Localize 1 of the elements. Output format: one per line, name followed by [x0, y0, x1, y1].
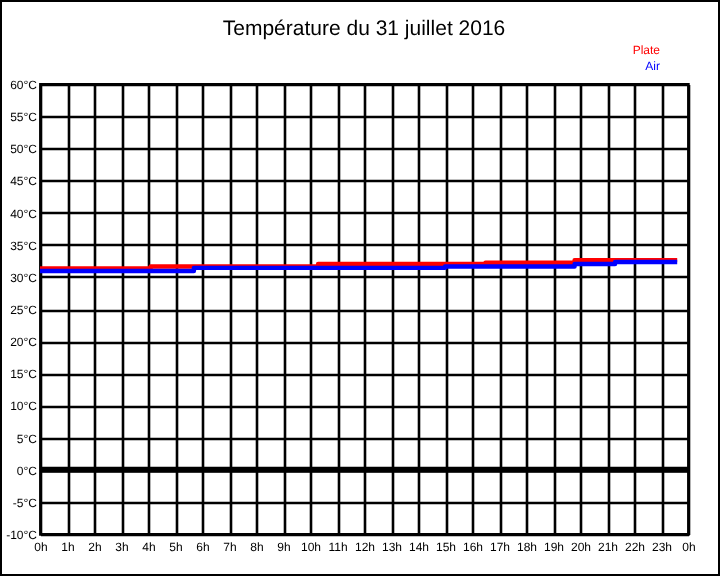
chart-title: Température du 31 juillet 2016 — [222, 17, 506, 41]
